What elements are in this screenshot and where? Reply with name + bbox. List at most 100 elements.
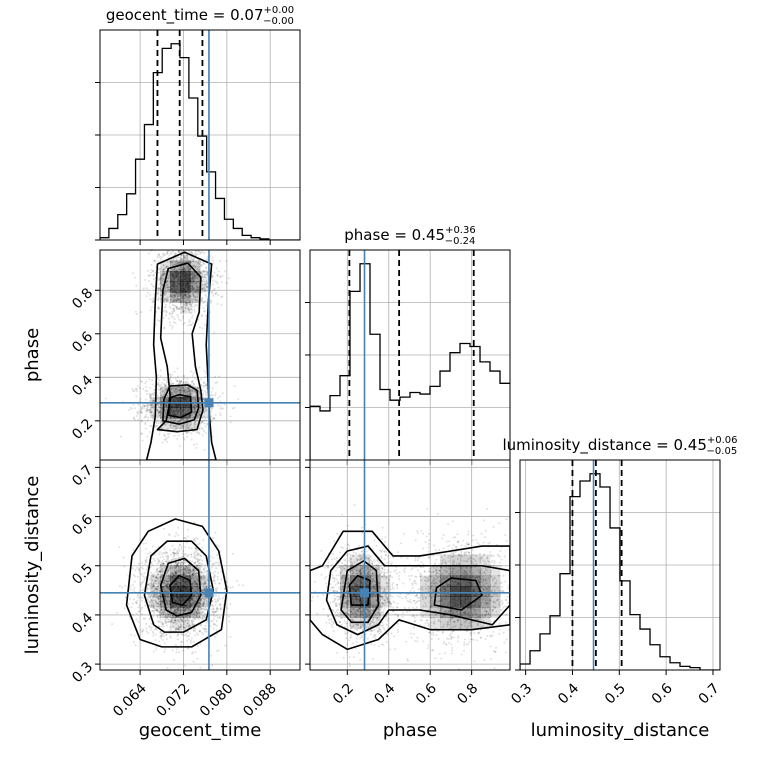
scatter-point bbox=[188, 295, 191, 298]
scatter-point bbox=[182, 375, 185, 378]
scatter-point bbox=[185, 380, 188, 383]
scatter-point bbox=[193, 594, 196, 597]
scatter-point bbox=[195, 281, 198, 284]
scatter-point bbox=[188, 321, 191, 324]
scatter-point bbox=[152, 300, 155, 303]
scatter-point bbox=[182, 425, 185, 428]
scatter-point bbox=[218, 595, 221, 598]
scatter-point bbox=[168, 271, 171, 274]
scatter-point bbox=[185, 302, 188, 305]
scatter-point bbox=[177, 375, 180, 378]
scatter-point bbox=[185, 293, 188, 296]
scatter-point bbox=[202, 398, 205, 401]
scatter-point bbox=[155, 588, 158, 591]
scatter-point bbox=[193, 409, 196, 412]
scatter-point bbox=[196, 431, 199, 434]
scatter-point bbox=[152, 406, 155, 409]
scatter-point bbox=[165, 398, 168, 401]
scatter-point bbox=[181, 552, 184, 555]
scatter-point bbox=[167, 575, 170, 578]
scatter-point bbox=[191, 271, 194, 274]
scatter-point bbox=[178, 379, 181, 382]
scatter-point bbox=[161, 397, 164, 400]
scatter-point bbox=[190, 269, 193, 272]
scatter-point bbox=[185, 257, 188, 260]
scatter-point bbox=[145, 542, 148, 545]
scatter-point bbox=[184, 607, 187, 610]
scatter-point bbox=[201, 297, 204, 300]
scatter-point bbox=[170, 392, 173, 395]
scatter-point bbox=[157, 422, 160, 425]
scatter-point bbox=[199, 666, 202, 669]
scatter-point bbox=[202, 270, 205, 273]
scatter-point bbox=[159, 375, 162, 378]
scatter-point bbox=[179, 561, 182, 564]
scatter-point bbox=[167, 435, 170, 438]
scatter-point bbox=[187, 309, 190, 312]
scatter-point bbox=[189, 295, 192, 298]
scatter-point bbox=[199, 555, 202, 558]
scatter-point bbox=[218, 615, 221, 618]
scatter-point bbox=[204, 406, 207, 409]
scatter-point bbox=[190, 605, 193, 608]
scatter-point bbox=[191, 599, 194, 602]
scatter-point bbox=[167, 620, 170, 623]
scatter-point bbox=[179, 568, 182, 571]
scatter-point bbox=[187, 393, 190, 396]
scatter-point bbox=[158, 385, 161, 388]
scatter-point bbox=[148, 399, 151, 402]
scatter-point bbox=[159, 589, 162, 592]
scatter-point bbox=[201, 616, 204, 619]
scatter-point bbox=[180, 419, 183, 422]
scatter-point bbox=[160, 407, 163, 410]
scatter-point bbox=[171, 544, 174, 547]
scatter-point bbox=[198, 630, 201, 633]
scatter-point bbox=[203, 287, 206, 290]
scatter-point bbox=[170, 392, 173, 395]
histogram-title: luminosity_distance = 0.45+0.06 −0.05 bbox=[502, 435, 737, 457]
scatter-point bbox=[146, 596, 149, 599]
scatter-point bbox=[158, 411, 161, 414]
scatter-point bbox=[190, 259, 193, 262]
scatter-point bbox=[154, 595, 157, 598]
scatter-point bbox=[196, 289, 199, 292]
scatter-point bbox=[157, 602, 160, 605]
scatter-point bbox=[173, 318, 176, 321]
scatter-point bbox=[154, 259, 157, 262]
scatter-point bbox=[148, 274, 151, 277]
scatter-point bbox=[213, 598, 216, 601]
scatter-point bbox=[178, 294, 181, 297]
scatter-point bbox=[191, 285, 194, 288]
scatter-point bbox=[143, 407, 146, 410]
scatter-point bbox=[144, 423, 147, 426]
scatter-point bbox=[182, 425, 185, 428]
scatter-point bbox=[166, 395, 169, 398]
scatter-point bbox=[166, 582, 169, 585]
scatter-point bbox=[157, 611, 160, 614]
scatter-point bbox=[170, 419, 173, 422]
scatter-point bbox=[182, 254, 185, 257]
scatter-point bbox=[140, 599, 143, 602]
scatter-point bbox=[165, 398, 168, 401]
scatter-point bbox=[168, 305, 171, 308]
scatter-point bbox=[176, 554, 179, 557]
scatter-point bbox=[174, 388, 177, 391]
scatter-point bbox=[191, 390, 194, 393]
scatter-point bbox=[140, 583, 143, 586]
scatter-point bbox=[199, 422, 202, 425]
x-tick-label: 0.7 bbox=[696, 680, 723, 707]
scatter-point bbox=[192, 604, 195, 607]
scatter-point bbox=[169, 293, 172, 296]
scatter-point bbox=[194, 617, 197, 620]
scatter-point bbox=[159, 388, 162, 391]
scatter-point bbox=[174, 629, 177, 632]
scatter-point bbox=[163, 619, 166, 622]
scatter-point bbox=[193, 272, 196, 275]
scatter-point bbox=[190, 277, 193, 280]
scatter-point bbox=[192, 265, 195, 268]
scatter-point bbox=[174, 610, 177, 613]
scatter-point bbox=[179, 418, 182, 421]
scatter-point bbox=[193, 596, 196, 599]
scatter-point bbox=[160, 400, 163, 403]
scatter-point bbox=[191, 284, 194, 287]
